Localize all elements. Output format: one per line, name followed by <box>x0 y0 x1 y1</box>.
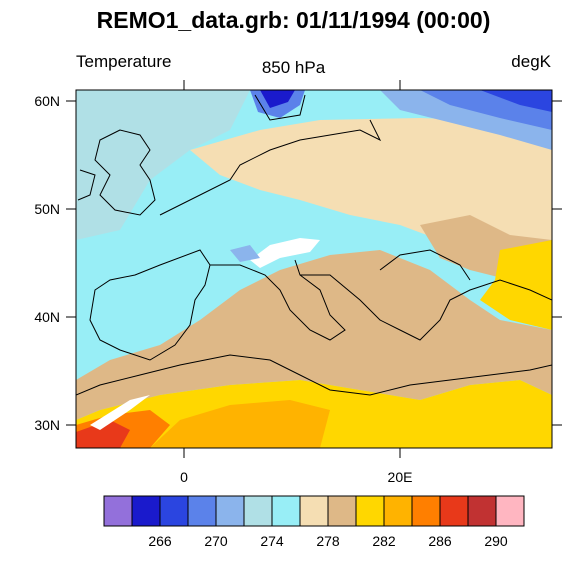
colorbar-swatch <box>439 495 469 527</box>
colorbar-label: 290 <box>484 533 508 549</box>
colorbar-label: 286 <box>428 533 452 549</box>
colorbar-swatch <box>187 495 217 527</box>
colorbar-label: 282 <box>372 533 396 549</box>
variable-label: Temperature <box>76 52 172 71</box>
field-band-278-280 <box>76 250 552 420</box>
lat-tick-label: 50N <box>34 201 60 217</box>
temperature-field <box>76 90 552 448</box>
coastlines <box>76 94 552 396</box>
field-missing-alps <box>250 238 320 268</box>
field-band-272-274 <box>76 90 250 240</box>
lon-axis <box>183 80 401 458</box>
lat-tick-label: 30N <box>34 417 60 433</box>
plot-title: REMO1_data.grb: 01/11/1994 (00:00) <box>96 7 491 33</box>
lat-axis <box>66 100 562 426</box>
level-label: 850 hPa <box>261 58 326 77</box>
units-label: degK <box>511 52 551 71</box>
field-band-282-284 <box>150 400 330 448</box>
map-frame <box>75 89 553 449</box>
colorbar-swatch <box>103 495 133 527</box>
lat-tick-label: 60N <box>34 93 60 109</box>
colorbar-label: 270 <box>204 533 228 549</box>
colorbar-swatch <box>327 495 357 527</box>
field-band-norway-core <box>260 90 295 108</box>
colorbar-swatch <box>495 495 525 527</box>
colorbar-label: 266 <box>148 533 172 549</box>
lon-tick-label: 0 <box>180 469 188 485</box>
colorbar-swatch <box>215 495 245 527</box>
colorbar-swatch <box>383 495 413 527</box>
colorbar-swatch <box>411 495 441 527</box>
field-band-266-268 <box>480 90 552 112</box>
colorbar-swatch <box>159 495 189 527</box>
colorbar-swatch <box>243 495 273 527</box>
colorbar-swatch <box>467 495 497 527</box>
field-missing-atlas <box>90 395 150 430</box>
lat-tick-label: 40N <box>34 309 60 325</box>
colorbar-swatch <box>131 495 161 527</box>
colorbar-swatch <box>355 495 385 527</box>
colorbar-label: 278 <box>316 533 340 549</box>
colorbar-swatch <box>271 495 301 527</box>
field-band-286-288 <box>76 420 130 448</box>
lon-tick-label: 20E <box>388 469 413 485</box>
colorbar-swatch <box>299 495 329 527</box>
colorbar: 266 270 274 278 282 286 290 <box>103 495 525 549</box>
field-band-alps <box>230 245 260 262</box>
colorbar-label: 274 <box>260 533 284 549</box>
